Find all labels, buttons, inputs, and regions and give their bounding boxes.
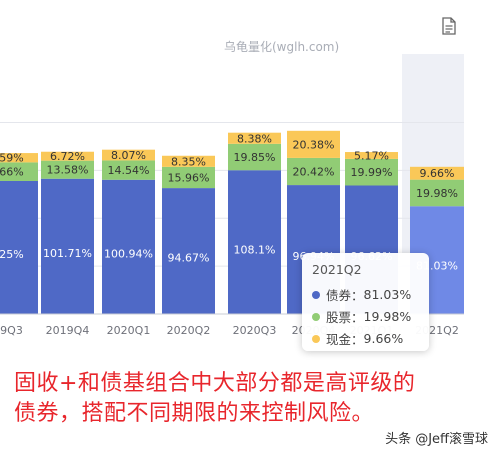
tooltip-bond-value: 81.03% <box>363 287 412 302</box>
label-cash-2020Q4: 20.38% <box>293 138 335 151</box>
chart-tooltip: 2021Q2 债券： 81.03% 股票： 19.98% 现金： 9.66% <box>302 253 429 351</box>
bar-cash-2021Q1 <box>345 152 398 159</box>
bar-stock-2020Q2 <box>162 166 215 189</box>
caption-line-2: 债券，搭配不同期限的来控制风险。 <box>14 401 375 426</box>
cash-dot-icon <box>312 334 320 343</box>
caption-line-1: 固收+和债基组合中大部分都是高评级的 <box>14 371 416 396</box>
label-cash-2021Q1: 5.17% <box>354 149 389 162</box>
label-bond-2019Q3: 25% <box>0 248 24 261</box>
label-cash-2019Q4: 6.72% <box>50 150 85 163</box>
label-bond-2020Q1: 100.94% <box>104 248 153 261</box>
tooltip-title: 2021Q2 <box>312 262 362 277</box>
x-tick-2020Q2: 2020Q2 <box>167 324 211 337</box>
bar-cash-2021Q2 <box>410 166 464 180</box>
label-cash-2020Q3: 8.38% <box>237 132 272 145</box>
tooltip-bond-name: 债券 <box>326 288 352 303</box>
bar-stock-2020Q1 <box>102 160 155 180</box>
label-stock-2021Q1: 19.99% <box>351 166 393 179</box>
label-stock-2019Q3: 66% <box>0 166 24 179</box>
tooltip-row-bond: 债券： 81.03% <box>312 285 411 304</box>
label-bond-2020Q3: 108.1% <box>234 243 276 256</box>
bar-stock-2020Q3 <box>228 143 281 171</box>
bar-stock-2019Q3 <box>0 162 38 181</box>
label-cash-2020Q2: 8.35% <box>171 155 206 168</box>
bar-stock-2020Q4 <box>287 157 340 186</box>
x-tick-2020Q1: 2020Q1 <box>107 324 151 337</box>
tooltip-stock-value: 19.98% <box>363 309 412 324</box>
stock-dot-icon <box>312 312 320 321</box>
label-stock-2019Q4: 13.58% <box>47 164 89 177</box>
bar-stock-2021Q2 <box>410 179 464 207</box>
bar-stock-2019Q4 <box>41 160 94 179</box>
bar-stock-2021Q1 <box>345 158 398 186</box>
label-stock-2020Q1: 14.54% <box>108 164 150 177</box>
label-bond-2020Q2: 94.67% <box>168 251 210 264</box>
bar-bond-2020Q1 <box>102 179 155 314</box>
x-tick-2020Q3: 2020Q3 <box>233 324 277 337</box>
label-cash-2019Q3: 59% <box>0 152 24 165</box>
bar-cash-2019Q3 <box>0 153 38 163</box>
bar-bond-2019Q3 <box>0 181 38 314</box>
tooltip-cash-name: 现金 <box>326 332 352 347</box>
label-stock-2020Q4: 20.42% <box>293 165 335 178</box>
label-bond-2019Q4: 101.71% <box>43 247 92 260</box>
label-stock-2020Q3: 19.85% <box>234 151 276 164</box>
bar-cash-2020Q2 <box>162 155 215 167</box>
label-stock-2021Q2: 19.98% <box>416 187 458 200</box>
bar-cash-2019Q4 <box>41 151 94 161</box>
x-tick-2019Q3: 9Q3 <box>0 324 23 337</box>
bond-dot-icon <box>312 290 320 299</box>
label-cash-2021Q2: 9.66% <box>420 167 455 180</box>
bar-bond-2020Q2 <box>162 188 215 314</box>
tooltip-cash-value: 9.66% <box>363 331 404 346</box>
x-tick-2019Q4: 2019Q4 <box>46 324 90 337</box>
document-icon[interactable] <box>441 17 457 35</box>
tooltip-row-cash: 现金： 9.66% <box>312 329 403 348</box>
bar-bond-2019Q4 <box>41 178 94 314</box>
bar-cash-2020Q1 <box>102 149 155 161</box>
tooltip-row-stock: 股票： 19.98% <box>312 307 411 326</box>
bar-cash-2020Q3 <box>228 132 281 144</box>
bar-cash-2020Q4 <box>287 130 340 158</box>
bar-bond-2020Q3 <box>228 170 281 314</box>
author-byline: 头条 @Jeff滚雪球 <box>385 432 488 447</box>
site-watermark: 乌龟量化(wglh.com) <box>224 40 340 54</box>
tooltip-stock-name: 股票 <box>326 310 352 325</box>
label-cash-2020Q1: 8.07% <box>111 149 146 162</box>
label-stock-2020Q2: 15.96% <box>168 171 210 184</box>
